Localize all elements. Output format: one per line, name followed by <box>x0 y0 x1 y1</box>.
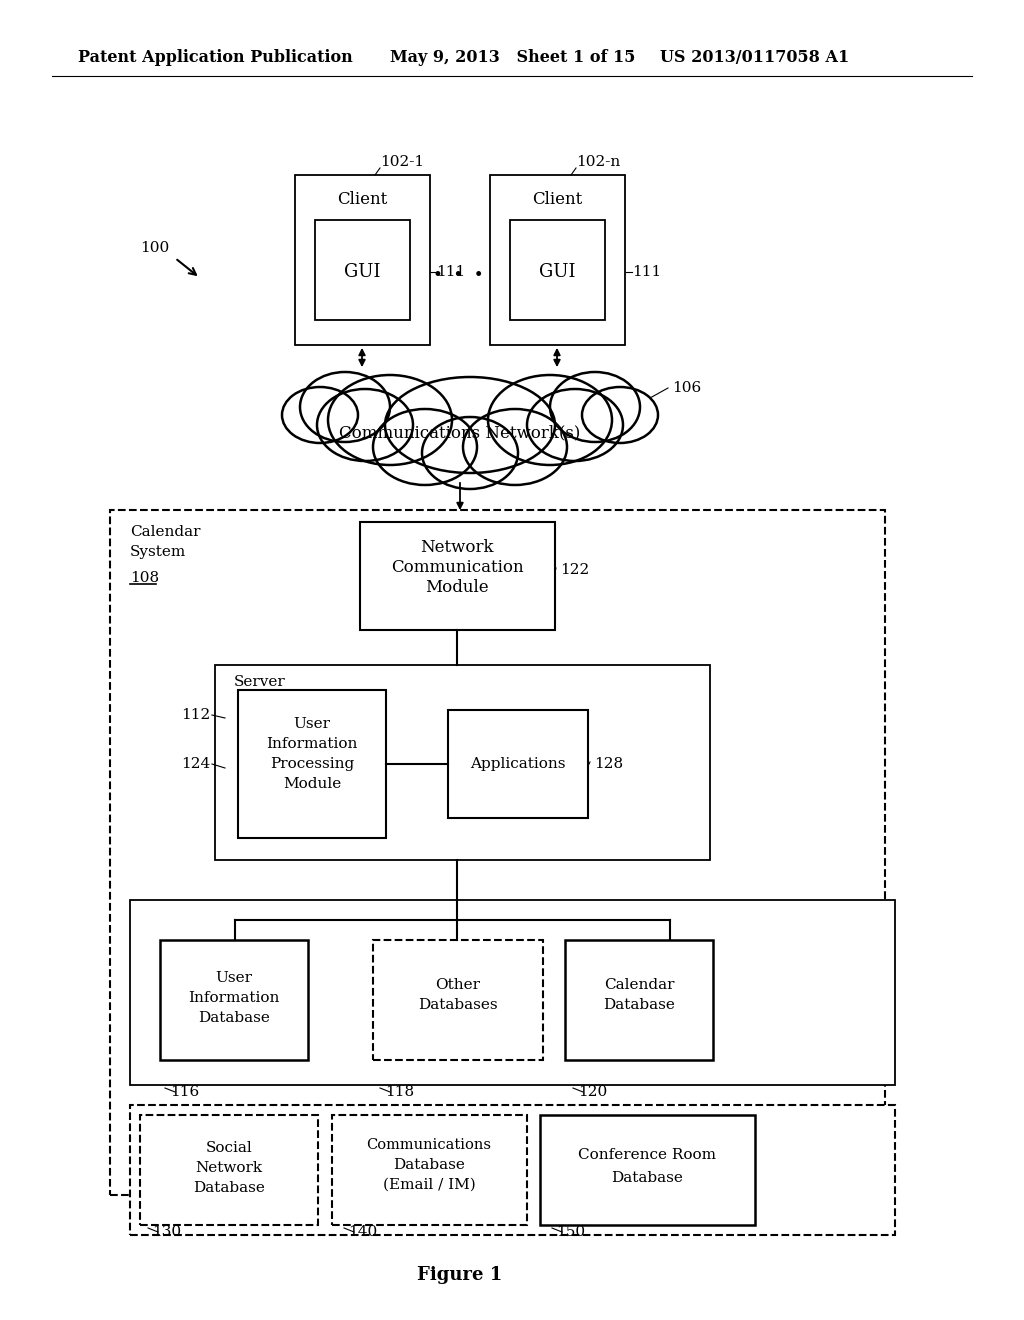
Text: Information: Information <box>188 991 280 1005</box>
Ellipse shape <box>317 389 413 461</box>
Bar <box>238 690 386 838</box>
Text: Figure 1: Figure 1 <box>418 1266 503 1284</box>
Ellipse shape <box>488 375 612 465</box>
Text: Social: Social <box>206 1140 252 1155</box>
Text: Applications: Applications <box>470 756 565 771</box>
Bar <box>490 176 625 345</box>
Text: Other: Other <box>435 978 480 993</box>
Text: Processing: Processing <box>270 756 354 771</box>
Text: Database: Database <box>198 1011 270 1026</box>
Ellipse shape <box>422 417 518 488</box>
Text: Module: Module <box>425 579 488 597</box>
Text: 150: 150 <box>556 1225 585 1239</box>
Text: 111: 111 <box>436 265 465 279</box>
Text: (Email / IM): (Email / IM) <box>383 1177 475 1192</box>
Text: 116: 116 <box>170 1085 200 1100</box>
Ellipse shape <box>282 387 358 444</box>
Bar <box>449 710 588 818</box>
Text: 118: 118 <box>385 1085 414 1100</box>
Text: Database: Database <box>603 998 675 1012</box>
Text: User: User <box>215 972 253 985</box>
Bar <box>540 1115 755 1225</box>
Text: •  •  •: • • • <box>433 267 483 284</box>
Text: GUI: GUI <box>344 263 380 281</box>
Bar <box>565 940 713 1060</box>
Bar <box>315 220 410 319</box>
Text: 112: 112 <box>181 708 210 722</box>
Text: 100: 100 <box>140 242 170 255</box>
Text: Client: Client <box>531 191 582 209</box>
Bar <box>215 665 710 861</box>
Bar <box>130 900 895 1085</box>
Text: 130: 130 <box>152 1225 181 1239</box>
Bar <box>332 1115 527 1225</box>
Ellipse shape <box>527 389 623 461</box>
Text: US 2013/0117058 A1: US 2013/0117058 A1 <box>660 49 849 66</box>
Text: User: User <box>294 717 331 731</box>
Text: Database: Database <box>194 1181 265 1195</box>
Text: Network: Network <box>196 1162 262 1175</box>
Bar <box>160 940 308 1060</box>
Text: Database: Database <box>393 1158 465 1172</box>
Text: Calendar: Calendar <box>130 525 201 539</box>
Bar <box>110 510 885 1195</box>
Text: System: System <box>130 545 186 558</box>
Bar <box>295 176 430 345</box>
Text: 140: 140 <box>348 1225 377 1239</box>
Text: 120: 120 <box>578 1085 607 1100</box>
Text: 106: 106 <box>672 381 701 395</box>
Ellipse shape <box>582 387 658 444</box>
Text: 111: 111 <box>632 265 662 279</box>
Text: 102-n: 102-n <box>575 154 621 169</box>
Text: 124: 124 <box>181 756 210 771</box>
Bar <box>360 521 555 630</box>
Bar <box>130 1105 895 1236</box>
Text: Communications: Communications <box>367 1138 492 1152</box>
Text: Communication: Communication <box>391 560 523 577</box>
Text: 128: 128 <box>594 756 624 771</box>
Text: Database: Database <box>611 1171 683 1185</box>
Text: Patent Application Publication: Patent Application Publication <box>78 49 352 66</box>
Text: 122: 122 <box>560 564 589 577</box>
Text: 108: 108 <box>130 572 159 585</box>
Text: Information: Information <box>266 737 357 751</box>
Text: Server: Server <box>234 675 286 689</box>
Ellipse shape <box>300 372 390 442</box>
Ellipse shape <box>385 378 555 473</box>
Text: Databases: Databases <box>418 998 498 1012</box>
Text: Network: Network <box>420 540 494 557</box>
Text: Communications Network(s): Communications Network(s) <box>339 425 581 441</box>
Text: Calendar: Calendar <box>604 978 674 993</box>
Ellipse shape <box>328 375 452 465</box>
Bar <box>140 1115 318 1225</box>
Text: May 9, 2013   Sheet 1 of 15: May 9, 2013 Sheet 1 of 15 <box>390 49 635 66</box>
Ellipse shape <box>550 372 640 442</box>
Text: Conference Room: Conference Room <box>578 1148 716 1162</box>
Text: GUI: GUI <box>539 263 575 281</box>
Ellipse shape <box>373 409 477 484</box>
Text: Module: Module <box>283 777 341 791</box>
Bar <box>373 940 543 1060</box>
Text: Client: Client <box>337 191 387 209</box>
Ellipse shape <box>463 409 567 484</box>
Text: 102-1: 102-1 <box>380 154 424 169</box>
Bar <box>510 220 605 319</box>
